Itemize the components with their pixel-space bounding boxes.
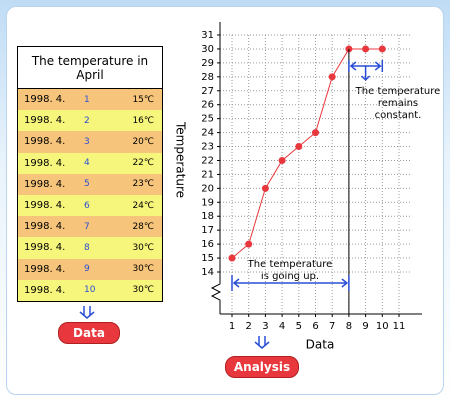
table-row: 1998. 4. 5 23℃: [18, 173, 162, 195]
y-tick-label: 24: [201, 128, 214, 139]
point: [328, 73, 336, 81]
y-tick-label: 29: [201, 58, 214, 69]
day: 5: [84, 179, 90, 190]
series-line: [231, 48, 383, 259]
data-table: The temperature in April 1998. 4. 1 15℃ 199…: [17, 46, 163, 302]
date: 1998. 4.: [24, 136, 66, 148]
annotation: The temperature is going up.: [247, 259, 333, 283]
y-tick-label: 20: [201, 183, 214, 194]
table-row: 1998. 4. 10 30℃: [18, 279, 162, 301]
x-tick-label: 6: [312, 321, 318, 332]
annotation: The temperature remains constant.: [355, 86, 441, 122]
temp: 16℃: [132, 115, 154, 126]
point: [312, 129, 319, 137]
table-row: 1998. 4. 3 20℃: [18, 131, 162, 153]
x-axis-label: Data: [306, 338, 335, 352]
day: 1: [84, 94, 90, 105]
y-tick-label: 30: [201, 44, 214, 55]
date: 1998. 4.: [24, 178, 66, 190]
arrows: [79, 306, 270, 349]
x-tick-label: 1: [229, 321, 235, 332]
x-tick-label: 5: [296, 321, 302, 332]
analysis-button[interactable]: Analysis: [225, 356, 299, 378]
x-tick-label: 7: [329, 321, 335, 332]
x-tick-label: 8: [346, 321, 352, 332]
point: [228, 254, 236, 262]
x-tick-label: 11: [393, 321, 406, 332]
table-row: 1998. 4. 1 15℃: [18, 89, 162, 111]
x-tick-label: 10: [376, 321, 389, 332]
x-tick-label: 4: [279, 321, 285, 332]
y-tick-label: 15: [201, 253, 214, 264]
table-row: 1998. 4. 4 22℃: [18, 152, 162, 174]
temp: 28℃: [132, 221, 154, 232]
temp: 24℃: [132, 200, 154, 211]
temp: 20℃: [132, 136, 154, 147]
y-tick-label: 18: [201, 211, 214, 222]
date: 1998. 4.: [24, 242, 66, 254]
table-row: 1998. 4. 8 30℃: [18, 237, 162, 259]
point: [261, 184, 269, 192]
date: 1998. 4.: [24, 115, 66, 127]
date: 1998. 4.: [24, 263, 66, 275]
range-arrow: [348, 60, 384, 82]
y-tick-label: 26: [201, 100, 214, 111]
axis-break: [210, 282, 222, 314]
temp: 30℃: [132, 264, 154, 275]
point: [362, 45, 370, 53]
y-tick-label: 16: [201, 239, 214, 250]
day: 7: [84, 221, 90, 232]
table-row: 1998. 4. 9 30℃: [18, 258, 162, 280]
date: 1998. 4.: [24, 94, 66, 106]
day: 3: [84, 136, 90, 147]
x-tick-label: 9: [362, 321, 368, 332]
temp: 15℃: [132, 94, 154, 105]
date: 1998. 4.: [24, 157, 66, 169]
y-tick-label: 19: [201, 197, 214, 208]
day: 9: [84, 264, 90, 275]
table-row: 1998. 4. 2 16℃: [18, 110, 162, 132]
y-tick-label: 31: [201, 30, 214, 41]
day: 8: [84, 242, 90, 253]
y-tick-label: 21: [201, 169, 214, 180]
day: 10: [84, 285, 96, 296]
range-arrow: [231, 275, 350, 291]
data-button[interactable]: Data: [58, 322, 120, 344]
date: 1998. 4.: [24, 284, 66, 296]
date: 1998. 4.: [24, 200, 66, 212]
day: 6: [84, 200, 90, 211]
y-tick-label: 28: [201, 72, 214, 83]
point: [295, 143, 303, 151]
y-tick-label: 25: [201, 114, 214, 125]
temp: 30℃: [132, 242, 154, 253]
x-tick-label: 3: [262, 321, 268, 332]
table-row: 1998. 4. 7 28℃: [18, 216, 162, 238]
day: 2: [84, 115, 90, 126]
table-row: 1998. 4. 6 24℃: [18, 194, 162, 217]
y-tick-label: 14: [201, 267, 214, 278]
y-axis-label: Temperature: [174, 121, 188, 198]
y-tick-label: 17: [201, 225, 214, 236]
point: [378, 45, 386, 53]
x-tick-label: 2: [246, 321, 252, 332]
y-tick-label: 23: [201, 142, 214, 153]
y-tick-label: 22: [201, 155, 214, 166]
temp: 22℃: [132, 158, 154, 169]
y-tick-label: 27: [201, 86, 214, 97]
temp: 30℃: [132, 285, 154, 296]
point: [278, 156, 286, 164]
date: 1998. 4.: [24, 221, 66, 233]
temp: 23℃: [132, 179, 154, 190]
point: [245, 240, 253, 248]
table-title: The temperature in April: [18, 47, 162, 89]
day: 4: [84, 158, 90, 169]
